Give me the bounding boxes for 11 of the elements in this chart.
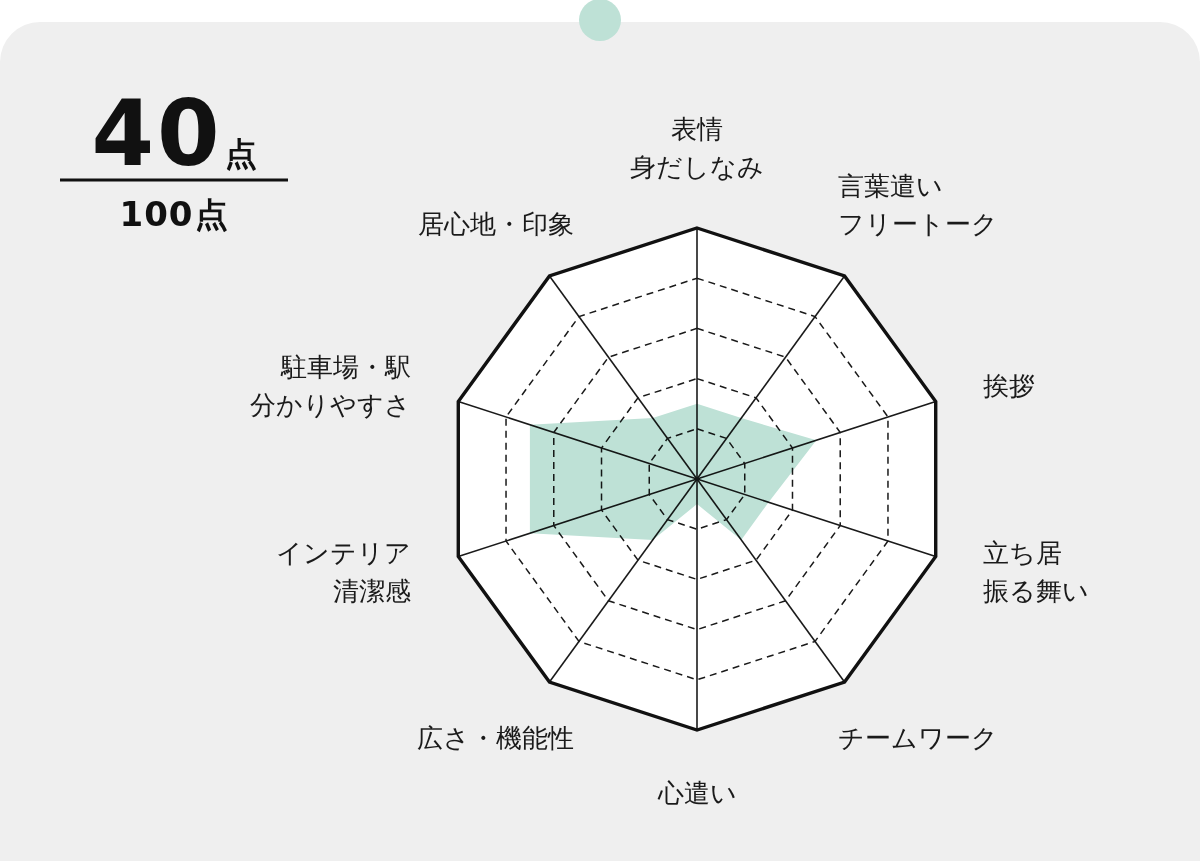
spoke-label: 居心地・印象: [418, 208, 575, 239]
spoke-label: チームワーク: [837, 723, 998, 754]
text: 100点: [119, 194, 229, 234]
spoke-label: 言葉遣いフリートーク: [837, 170, 998, 239]
spoke-label: 心遣い: [656, 778, 737, 808]
spoke-label: 表情身だしなみ: [630, 114, 764, 182]
spoke-label: 挨拶: [983, 370, 1036, 401]
spoke-label: インテリア清潔感: [275, 538, 411, 607]
spoke-label: 駐車場・駅分かりやすさ: [249, 351, 411, 420]
spoke-label: 立ち居振る舞い: [983, 538, 1090, 607]
spoke-label: 広さ・機能性: [417, 723, 575, 754]
